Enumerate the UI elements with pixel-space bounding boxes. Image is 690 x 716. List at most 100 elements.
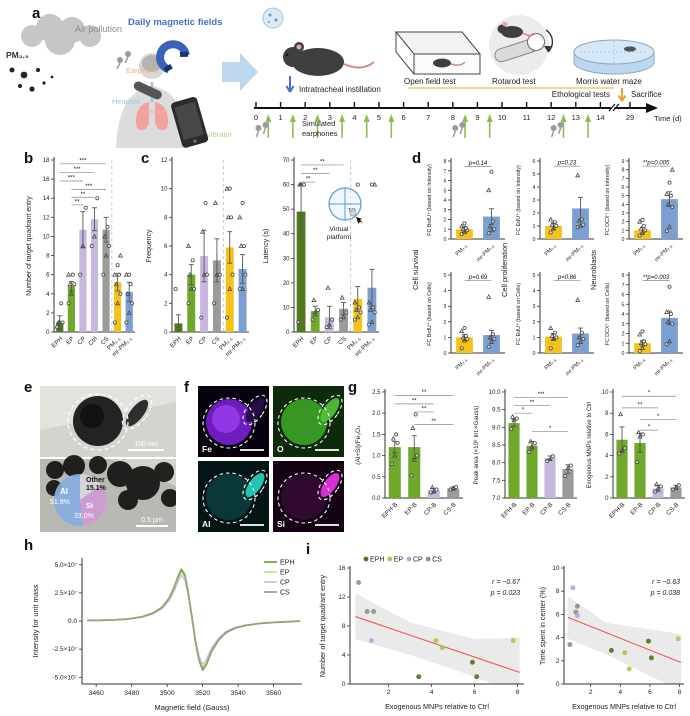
svg-text:8: 8 (451, 113, 455, 122)
chart-target-quadrant-entry: 0 2 4 6 8 10 12 14 16 18 Number of target quadrant… (22, 150, 140, 383)
svg-text:3560: 3560 (266, 690, 281, 697)
svg-text:0: 0 (622, 237, 625, 243)
svg-text:CP: CP (323, 335, 334, 346)
svg-text:1: 1 (279, 113, 283, 122)
svg-text:FC DCX⁺ (based on Intensity): FC DCX⁺ (based on Intensity) (605, 165, 611, 236)
element-label-fe: Fe (202, 444, 212, 454)
svg-text:FC BrdU⁺ (based on Intensity): FC BrdU⁺ (based on Intensity) (427, 164, 433, 236)
svg-text:8: 8 (444, 159, 447, 165)
svg-text:2: 2 (605, 475, 609, 481)
svg-text:1: 1 (444, 227, 447, 233)
svg-text:6: 6 (622, 293, 625, 299)
svg-text:CS: CS (210, 335, 221, 346)
svg-text:12: 12 (161, 158, 168, 164)
svg-text:0: 0 (164, 330, 168, 336)
svg-text:3: 3 (533, 198, 536, 204)
svg-text:EP: EP (65, 335, 76, 346)
svg-text:CP: CP (413, 557, 423, 564)
sim-earphones-label-2: earphones (302, 129, 338, 138)
eds-map-fe: Fe (198, 386, 269, 457)
svg-text:EPH-B: EPH-B (381, 501, 399, 519)
svg-text:EP: EP (309, 335, 320, 346)
svg-text:4: 4 (342, 652, 346, 659)
svg-text:0: 0 (622, 351, 625, 357)
group-label-cell-survival: Cell survival (411, 249, 420, 291)
svg-text:Exogenous MNPs relative to Ctr: Exogenous MNPs relative to Ctrl (572, 702, 676, 711)
lung-right (155, 102, 168, 130)
svg-text:20: 20 (283, 281, 290, 287)
svg-text:r = −0.67: r = −0.67 (492, 579, 521, 586)
svg-text:2: 2 (46, 311, 50, 317)
svg-text:4: 4 (605, 454, 609, 460)
instillation-arrow (285, 76, 295, 93)
pie-value-al: 51.9% (50, 499, 70, 506)
svg-text:EP: EP (280, 570, 290, 577)
daily-magnetic-fields-label: Daily magnetic fields (128, 17, 223, 28)
instillation-label: Intratracheal instillation (299, 85, 381, 94)
air-pollution-label: Air pollution (75, 24, 122, 34)
svg-text:2.5×10⁷: 2.5×10⁷ (55, 590, 78, 597)
svg-text:0: 0 (556, 681, 560, 688)
sacrifice-arrow (617, 88, 627, 102)
svg-text:10: 10 (602, 390, 609, 396)
svg-text:5: 5 (622, 194, 625, 200)
water-maze-label: Morris water maze (576, 77, 642, 86)
scale-label-05um: 0.5 μm (141, 517, 163, 524)
svg-text:CS-B: CS-B (557, 501, 572, 516)
svg-text:PM₂.₅: PM₂.₅ (633, 243, 647, 257)
svg-text:**: ** (81, 192, 86, 198)
svg-text:EPH: EPH (292, 335, 306, 349)
svg-text:10: 10 (283, 305, 290, 311)
svg-text:*: * (549, 426, 552, 432)
tem-image-bottom: Other 15.1% Al 51.9% Si 33.0% 0.5 μm (40, 455, 176, 532)
svg-text:PM₂.₅: PM₂.₅ (455, 243, 469, 257)
panel-label-f: f (184, 379, 189, 396)
svg-text:3460: 3460 (89, 690, 104, 697)
svg-text:6: 6 (473, 689, 477, 696)
vibrator-label: Vibrator (206, 130, 233, 139)
svg-text:6: 6 (622, 185, 625, 191)
svg-text:p = 0.023: p = 0.023 (490, 590, 520, 597)
svg-text:CP-B: CP-B (423, 501, 438, 516)
svg-text:**: ** (412, 398, 417, 404)
svg-text:Peak area (×10⁸ Int.×Gauss): Peak area (×10⁸ Int.×Gauss) (473, 406, 480, 485)
panel-e-tem: 100 nm Other 15.1% Al 51.9% Si 33.0% 0.5… (40, 386, 176, 532)
svg-text:-5.0×10⁷: -5.0×10⁷ (52, 674, 77, 681)
svg-text:6: 6 (444, 179, 447, 185)
svg-text:0: 0 (533, 351, 536, 357)
pie-label-al: Al (60, 487, 68, 496)
chart-edu-intensity: 0 1 2 3 4 5 6 FC EdU⁺ (based on Intensity) PM₂.₅… (513, 150, 599, 269)
panel-f-eds-maps: Fe O Al Si (198, 386, 344, 532)
svg-text:9: 9 (622, 159, 625, 165)
group-label-neuroblasts: Neuroblasts (589, 249, 598, 291)
svg-text:**p=0.003: **p=0.003 (643, 275, 670, 281)
svg-text:30: 30 (283, 256, 290, 262)
chart-frequency: 0 2 4 6 8 10 12 Frequency EPH EP CP CS PM₂.₅ mr-PM₂.₅ (142, 150, 254, 383)
svg-text:2: 2 (444, 218, 447, 224)
svg-text:mr-PM₂.₅: mr-PM₂.₅ (565, 357, 585, 377)
panel-label-i: i (306, 541, 311, 558)
svg-text:EPH: EPH (370, 557, 384, 564)
svg-text:PM₂.₅: PM₂.₅ (544, 357, 558, 371)
svg-text:***: *** (68, 176, 76, 182)
svg-text:7: 7 (444, 169, 447, 175)
svg-text:3: 3 (622, 322, 625, 328)
svg-text:CS: CS (99, 335, 110, 346)
rotarod-icon (489, 15, 554, 75)
svg-text:CS: CS (337, 335, 348, 346)
svg-text:6: 6 (533, 159, 536, 165)
svg-text:10: 10 (498, 113, 506, 122)
earphone-label: Earphone (126, 66, 159, 75)
svg-text:**: ** (530, 400, 535, 406)
svg-text:6: 6 (648, 689, 652, 696)
panel-label-h: h (24, 537, 34, 554)
group-label-cell-proliferation: Cell proliferation (500, 242, 509, 298)
chart-peak-area: 7.0 7.5 8.0 8.5 9.0 9.5 10.0 Peak area (×10⁸ In… (470, 384, 582, 539)
svg-text:Latency (s): Latency (s) (263, 229, 270, 264)
svg-text:PM₂.₅: PM₂.₅ (633, 357, 647, 371)
svg-text:70: 70 (283, 158, 290, 164)
svg-text:CP-B: CP-B (647, 501, 662, 516)
panel-label-a: a (32, 5, 41, 22)
chart-correlation-center: 0 2 4 6 8 10 2 4 6 8 Time spent in center (%) Exoge… (536, 546, 690, 716)
svg-text:8: 8 (556, 588, 560, 595)
